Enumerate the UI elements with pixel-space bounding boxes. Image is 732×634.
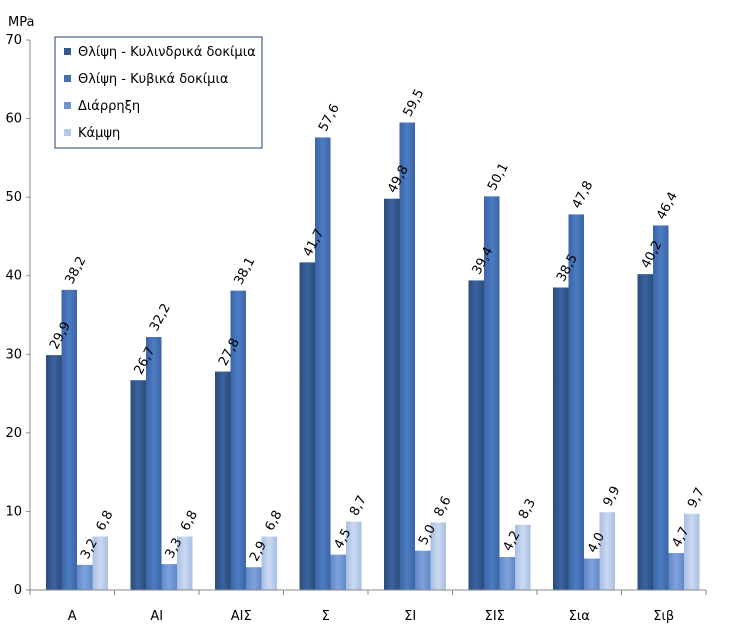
bar bbox=[430, 522, 446, 590]
legend-entry-label: Διάρρηξη bbox=[78, 99, 140, 114]
bar bbox=[399, 122, 415, 590]
bar bbox=[130, 380, 146, 590]
data-label: 8,7 bbox=[347, 493, 370, 518]
x-category-label: ΑΙΣ bbox=[231, 609, 252, 624]
legend-swatch bbox=[64, 129, 71, 136]
bar bbox=[415, 550, 431, 590]
y-tick-label: 10 bbox=[5, 504, 22, 519]
y-tick-label: 30 bbox=[5, 347, 22, 362]
bar bbox=[653, 225, 669, 590]
legend-swatch bbox=[64, 102, 71, 109]
bar bbox=[499, 557, 515, 590]
data-label: 8,6 bbox=[432, 494, 455, 519]
y-tick-label: 20 bbox=[5, 426, 22, 441]
x-category-label: Σιβ bbox=[653, 609, 674, 624]
data-label: 9,7 bbox=[685, 485, 708, 510]
x-axis-category-labels: Α ΑΙ ΑΙΣ Σ ΣΙ ΣΙΣ Σια Σιβ bbox=[68, 609, 674, 624]
bar bbox=[584, 558, 600, 590]
data-label: 46,4 bbox=[654, 190, 681, 223]
bar bbox=[261, 536, 277, 590]
y-tick-label: 50 bbox=[5, 190, 22, 205]
bar bbox=[599, 512, 615, 590]
x-category-label: ΣΙΣ bbox=[485, 609, 505, 624]
data-label: 9,9 bbox=[601, 484, 624, 509]
bar bbox=[684, 513, 700, 590]
bar bbox=[468, 280, 484, 590]
x-category-label: Σια bbox=[569, 609, 590, 624]
bar bbox=[177, 536, 193, 590]
data-label: 6,8 bbox=[178, 508, 201, 533]
bar bbox=[61, 289, 77, 590]
data-label: 8,3 bbox=[516, 496, 539, 521]
y-tick-label: 60 bbox=[5, 112, 22, 127]
x-category-label: Α bbox=[68, 609, 77, 624]
bar bbox=[246, 567, 262, 590]
data-label: 38,2 bbox=[63, 254, 90, 287]
legend: Θλίψη - Κυλινδρικά δοκίμια Θλίψη - Κυβικά… bbox=[54, 36, 263, 149]
bar bbox=[315, 137, 331, 590]
y-axis-ticks: 0 10 20 30 40 50 60 70 bbox=[5, 33, 30, 598]
data-label: 6,8 bbox=[263, 508, 286, 533]
legend-swatch bbox=[64, 75, 71, 82]
bar bbox=[215, 371, 231, 590]
legend-entry-label: Θλίψη - Κυλινδρικά δοκίμια bbox=[78, 45, 256, 60]
bar bbox=[384, 198, 400, 590]
x-category-label: ΣΙ bbox=[404, 609, 416, 624]
bar bbox=[230, 290, 246, 590]
bar bbox=[484, 196, 500, 590]
bar bbox=[346, 521, 362, 590]
y-tick-label: 70 bbox=[5, 33, 22, 48]
bar bbox=[77, 564, 93, 590]
bar bbox=[668, 553, 684, 590]
bar bbox=[515, 524, 531, 590]
data-label: 50,1 bbox=[485, 161, 512, 194]
bar bbox=[92, 536, 108, 590]
data-label: 59,5 bbox=[401, 87, 428, 120]
bar bbox=[553, 287, 569, 590]
legend-swatch bbox=[64, 48, 71, 55]
data-label: 38,1 bbox=[232, 255, 259, 288]
bar bbox=[299, 262, 315, 590]
legend-entry-label: Κάμψη bbox=[78, 126, 120, 141]
bar bbox=[146, 337, 162, 590]
bar bbox=[161, 564, 177, 590]
x-category-label: ΑΙ bbox=[150, 609, 163, 624]
x-axis-ticks bbox=[29, 590, 707, 595]
x-category-label: Σ bbox=[322, 609, 330, 624]
data-label: 57,6 bbox=[316, 102, 343, 135]
bar-series-group bbox=[46, 122, 700, 590]
data-label: 32,2 bbox=[147, 301, 174, 334]
bar bbox=[330, 554, 346, 590]
y-tick-label: 40 bbox=[5, 269, 22, 284]
legend-entry-label: Θλίψη - Κυβικά δοκίμια bbox=[78, 72, 228, 87]
data-label: 6,8 bbox=[94, 508, 117, 533]
bar bbox=[568, 214, 584, 590]
legend-box bbox=[54, 36, 263, 149]
bar bbox=[46, 355, 62, 590]
y-axis-unit-label: MPa bbox=[8, 15, 34, 30]
y-tick-label: 0 bbox=[14, 583, 22, 598]
bar bbox=[637, 274, 653, 590]
data-label: 47,8 bbox=[570, 179, 597, 212]
